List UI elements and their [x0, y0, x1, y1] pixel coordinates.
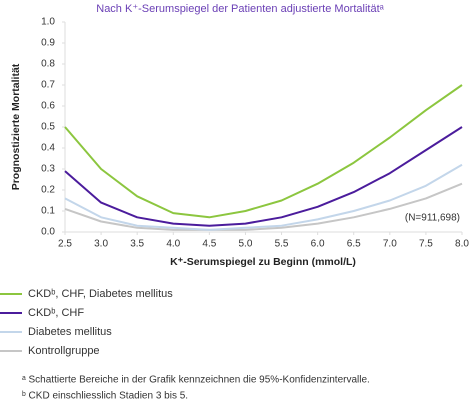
series-line — [64, 84, 463, 219]
y-tick-label: 0.7 — [41, 80, 55, 91]
x-tick-label: 6.0 — [311, 239, 325, 250]
series-line — [64, 182, 463, 231]
legend-label: CKDᵇ, CHF — [28, 307, 84, 319]
y-tick-label: 0.2 — [41, 185, 55, 196]
x-tick-label: 5.5 — [275, 239, 289, 250]
x-tick-label: 7.5 — [419, 239, 433, 250]
chart-title: Nach K⁺-Serumspiegel der Patienten adjus… — [96, 3, 384, 15]
y-axis-label: Prognostizierte Mortalität — [10, 63, 22, 190]
series-line — [64, 163, 463, 231]
x-tick-label: 4.0 — [166, 239, 180, 250]
x-tick-label: 5.0 — [239, 239, 253, 250]
y-tick-label: 1.0 — [41, 17, 55, 28]
x-axis-label: K⁺-Serumspiegel zu Beginn (mmol/L) — [170, 256, 356, 268]
series-line — [64, 126, 463, 227]
y-tick-label: 0.1 — [41, 206, 55, 217]
x-tick-label: 7.0 — [383, 239, 397, 250]
x-tick-label: 3.5 — [130, 239, 144, 250]
x-tick-label: 4.5 — [202, 239, 216, 250]
y-tick-label: 0.3 — [41, 164, 55, 175]
x-tick-label: 3.0 — [94, 239, 108, 250]
legend-label: Diabetes mellitus — [28, 326, 112, 338]
y-tick-label: 0.6 — [41, 101, 55, 112]
x-tick-label: 6.5 — [347, 239, 361, 250]
y-tick-label: 0.9 — [41, 38, 55, 49]
legend-label: Kontrollgruppe — [28, 345, 100, 357]
annotation: (N=911,698) — [405, 213, 460, 224]
footnote: ᵃ Schattierte Bereiche in der Grafik ken… — [22, 375, 370, 386]
y-tick-label: 0.4 — [41, 143, 55, 154]
y-tick-label: 0.0 — [41, 227, 55, 238]
y-tick-label: 0.8 — [41, 59, 55, 70]
legend-label: CKDᵇ, CHF, Diabetes mellitus — [28, 288, 173, 300]
x-tick-label: 8.0 — [455, 239, 469, 250]
y-tick-label: 0.5 — [41, 122, 55, 133]
x-tick-label: 2.5 — [58, 239, 72, 250]
footnote: ᵇ CKD einschliesslich Stadien 3 bis 5. — [22, 391, 188, 402]
